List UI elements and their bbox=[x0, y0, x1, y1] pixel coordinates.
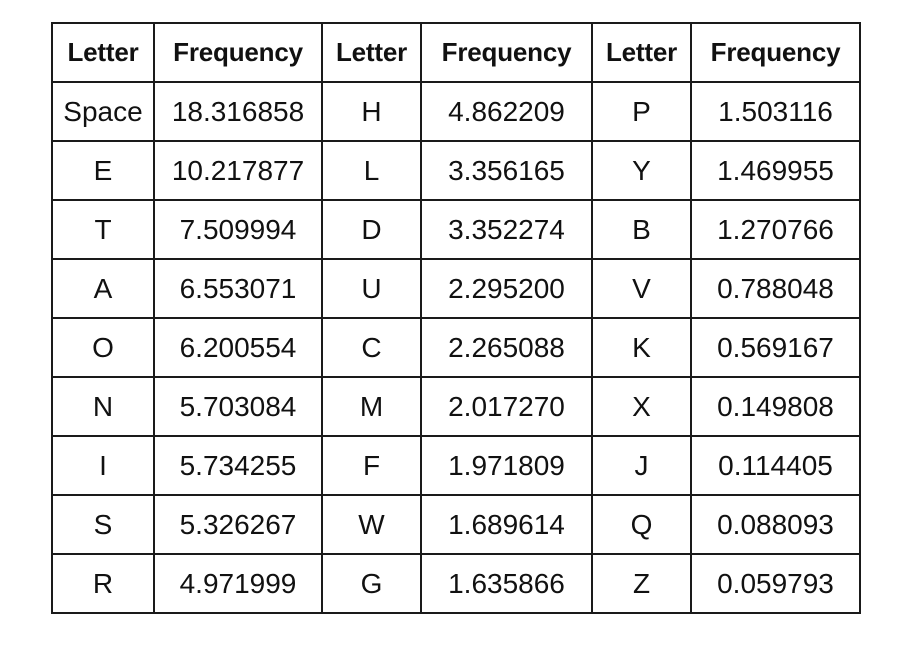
header-row: Letter Frequency Letter Frequency Letter Freq… bbox=[51, 22, 861, 83]
table-row: N 5.703084 M 2.017270 X 0.149808 bbox=[51, 376, 861, 437]
table-row: I 5.734255 F 1.971809 J 0.114405 bbox=[51, 435, 861, 496]
frequency-cell: 2.017270 bbox=[420, 376, 593, 437]
letter-cell: I bbox=[51, 435, 155, 496]
frequency-cell: 2.295200 bbox=[420, 258, 593, 319]
letter-cell: C bbox=[321, 317, 422, 378]
letter-cell: M bbox=[321, 376, 422, 437]
letter-cell: H bbox=[321, 81, 422, 142]
frequency-column-header: Frequency bbox=[153, 22, 323, 83]
frequency-cell: 1.635866 bbox=[420, 553, 593, 614]
table-row: Space 18.316858 H 4.862209 P 1.503116 bbox=[51, 81, 861, 142]
frequency-cell: 1.270766 bbox=[690, 199, 861, 260]
letter-cell: U bbox=[321, 258, 422, 319]
letter-frequency-table: Letter Frequency Letter Frequency Letter Freq… bbox=[51, 22, 861, 614]
letter-cell: O bbox=[51, 317, 155, 378]
letter-cell: E bbox=[51, 140, 155, 201]
letter-cell: D bbox=[321, 199, 422, 260]
frequency-cell: 5.703084 bbox=[153, 376, 323, 437]
table-row: A 6.553071 U 2.295200 V 0.788048 bbox=[51, 258, 861, 319]
frequency-cell: 0.059793 bbox=[690, 553, 861, 614]
frequency-cell: 1.971809 bbox=[420, 435, 593, 496]
letter-cell: J bbox=[591, 435, 692, 496]
letter-cell: K bbox=[591, 317, 692, 378]
letter-cell: W bbox=[321, 494, 422, 555]
letter-cell: R bbox=[51, 553, 155, 614]
frequency-cell: 0.788048 bbox=[690, 258, 861, 319]
frequency-cell: 7.509994 bbox=[153, 199, 323, 260]
letter-cell: S bbox=[51, 494, 155, 555]
table-row: S 5.326267 W 1.689614 Q 0.088093 bbox=[51, 494, 861, 555]
letter-cell: L bbox=[321, 140, 422, 201]
frequency-cell: 5.326267 bbox=[153, 494, 323, 555]
letter-column-header: Letter bbox=[321, 22, 422, 83]
table-row: O 6.200554 C 2.265088 K 0.569167 bbox=[51, 317, 861, 378]
frequency-cell: 4.971999 bbox=[153, 553, 323, 614]
letter-cell: P bbox=[591, 81, 692, 142]
frequency-cell: 1.689614 bbox=[420, 494, 593, 555]
letter-column-header: Letter bbox=[591, 22, 692, 83]
letter-cell: Z bbox=[591, 553, 692, 614]
letter-cell: B bbox=[591, 199, 692, 260]
table-row: T 7.509994 D 3.352274 B 1.270766 bbox=[51, 199, 861, 260]
frequency-cell: 0.088093 bbox=[690, 494, 861, 555]
letter-cell: X bbox=[591, 376, 692, 437]
frequency-cell: 18.316858 bbox=[153, 81, 323, 142]
table-row: R 4.971999 G 1.635866 Z 0.059793 bbox=[51, 553, 861, 614]
frequency-cell: 1.469955 bbox=[690, 140, 861, 201]
frequency-cell: 6.200554 bbox=[153, 317, 323, 378]
frequency-column-header: Frequency bbox=[690, 22, 861, 83]
letter-cell: T bbox=[51, 199, 155, 260]
frequency-cell: 3.356165 bbox=[420, 140, 593, 201]
frequency-cell: 4.862209 bbox=[420, 81, 593, 142]
frequency-cell: 5.734255 bbox=[153, 435, 323, 496]
frequency-cell: 0.149808 bbox=[690, 376, 861, 437]
letter-cell: V bbox=[591, 258, 692, 319]
frequency-cell: 0.569167 bbox=[690, 317, 861, 378]
frequency-cell: 6.553071 bbox=[153, 258, 323, 319]
frequency-cell: 0.114405 bbox=[690, 435, 861, 496]
table-header: Letter Frequency Letter Frequency Letter Freq… bbox=[51, 22, 861, 83]
letter-cell: Y bbox=[591, 140, 692, 201]
letter-cell: F bbox=[321, 435, 422, 496]
letter-cell: G bbox=[321, 553, 422, 614]
letter-column-header: Letter bbox=[51, 22, 155, 83]
frequency-cell: 1.503116 bbox=[690, 81, 861, 142]
frequency-cell: 2.265088 bbox=[420, 317, 593, 378]
frequency-column-header: Frequency bbox=[420, 22, 593, 83]
table-row: E 10.217877 L 3.356165 Y 1.469955 bbox=[51, 140, 861, 201]
letter-cell: Space bbox=[51, 81, 155, 142]
frequency-cell: 3.352274 bbox=[420, 199, 593, 260]
frequency-cell: 10.217877 bbox=[153, 140, 323, 201]
table-body: Space 18.316858 H 4.862209 P 1.503116 E 10.2178… bbox=[51, 81, 861, 614]
letter-cell: Q bbox=[591, 494, 692, 555]
letter-cell: A bbox=[51, 258, 155, 319]
letter-cell: N bbox=[51, 376, 155, 437]
